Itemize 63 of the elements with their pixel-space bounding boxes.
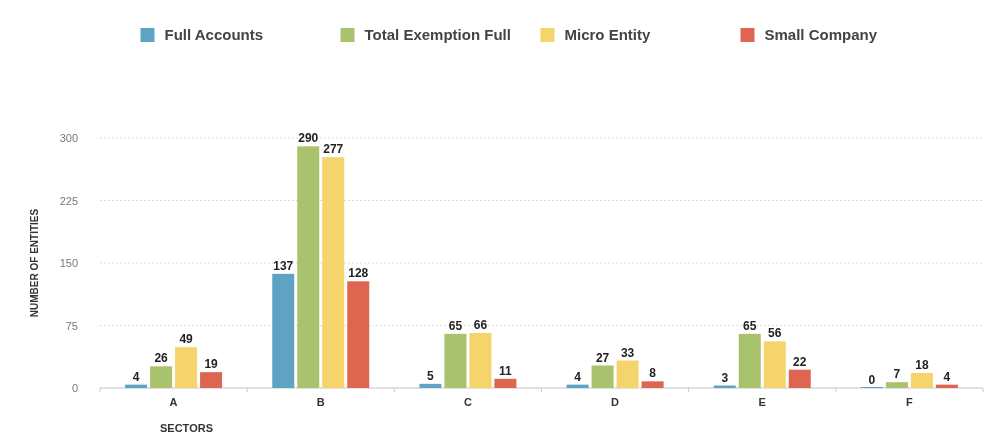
bar [641, 381, 664, 388]
data-label: 4 [132, 369, 140, 384]
bar [469, 333, 492, 388]
x-tick-label: B [316, 396, 325, 408]
bar [175, 347, 198, 388]
legend-label: Small Company [764, 26, 878, 43]
data-label: 128 [348, 266, 369, 281]
bar [150, 366, 173, 388]
data-label: 33 [620, 345, 635, 360]
x-tick-label: C [463, 396, 472, 408]
data-label: 65 [743, 318, 757, 333]
data-label: 27 [595, 350, 610, 365]
data-label: 5 [427, 368, 435, 383]
data-label: 3 [721, 370, 729, 385]
y-tick-label: 0 [71, 382, 78, 394]
data-label: 137 [273, 258, 294, 273]
bar [322, 157, 345, 388]
y-tick-label: 150 [59, 257, 78, 269]
x-tick-label: D [611, 396, 620, 408]
bar [763, 341, 786, 388]
data-label: 22 [793, 354, 807, 369]
bar [272, 273, 295, 388]
bar [788, 369, 811, 388]
x-tick-label: A [169, 396, 178, 408]
bar [444, 333, 467, 388]
bar [200, 372, 223, 388]
data-label: 66 [473, 318, 488, 332]
bar [419, 383, 442, 388]
data-label: 26 [154, 351, 169, 366]
bar [616, 360, 639, 388]
x-tick-label: E [758, 396, 766, 408]
y-tick-label: 75 [65, 319, 78, 332]
data-label: 65 [448, 318, 463, 333]
bar [591, 365, 614, 388]
data-label: 0 [868, 373, 876, 387]
legend-label: Micro Entity [564, 26, 651, 43]
bar [125, 384, 148, 388]
data-label: 290 [298, 131, 319, 146]
data-label: 277 [323, 142, 344, 157]
y-tick-label: 300 [59, 132, 78, 144]
legend-label: Total Exemption Full [364, 26, 511, 43]
data-label: 8 [649, 366, 657, 381]
data-label: 19 [204, 357, 219, 372]
data-label: 7 [893, 367, 901, 382]
bar [885, 382, 908, 388]
data-label: 4 [943, 369, 951, 384]
data-label: 49 [179, 332, 194, 347]
data-label: 56 [768, 326, 782, 341]
y-axis-title: NUMBER OF ENTITIES [29, 208, 40, 318]
bar [910, 373, 933, 388]
y-tick-label: 225 [59, 194, 78, 207]
data-label: 11 [499, 363, 513, 378]
bar [935, 384, 958, 388]
bar [566, 384, 589, 388]
bar [494, 378, 517, 388]
data-label: 18 [915, 358, 929, 372]
x-axis-title: SECTORS [160, 422, 213, 434]
bar [738, 333, 761, 388]
bar [297, 146, 320, 388]
bar [347, 281, 370, 388]
legend-label: Full Accounts [164, 26, 264, 43]
data-label: 4 [574, 369, 582, 384]
x-tick-label: F [906, 396, 914, 408]
